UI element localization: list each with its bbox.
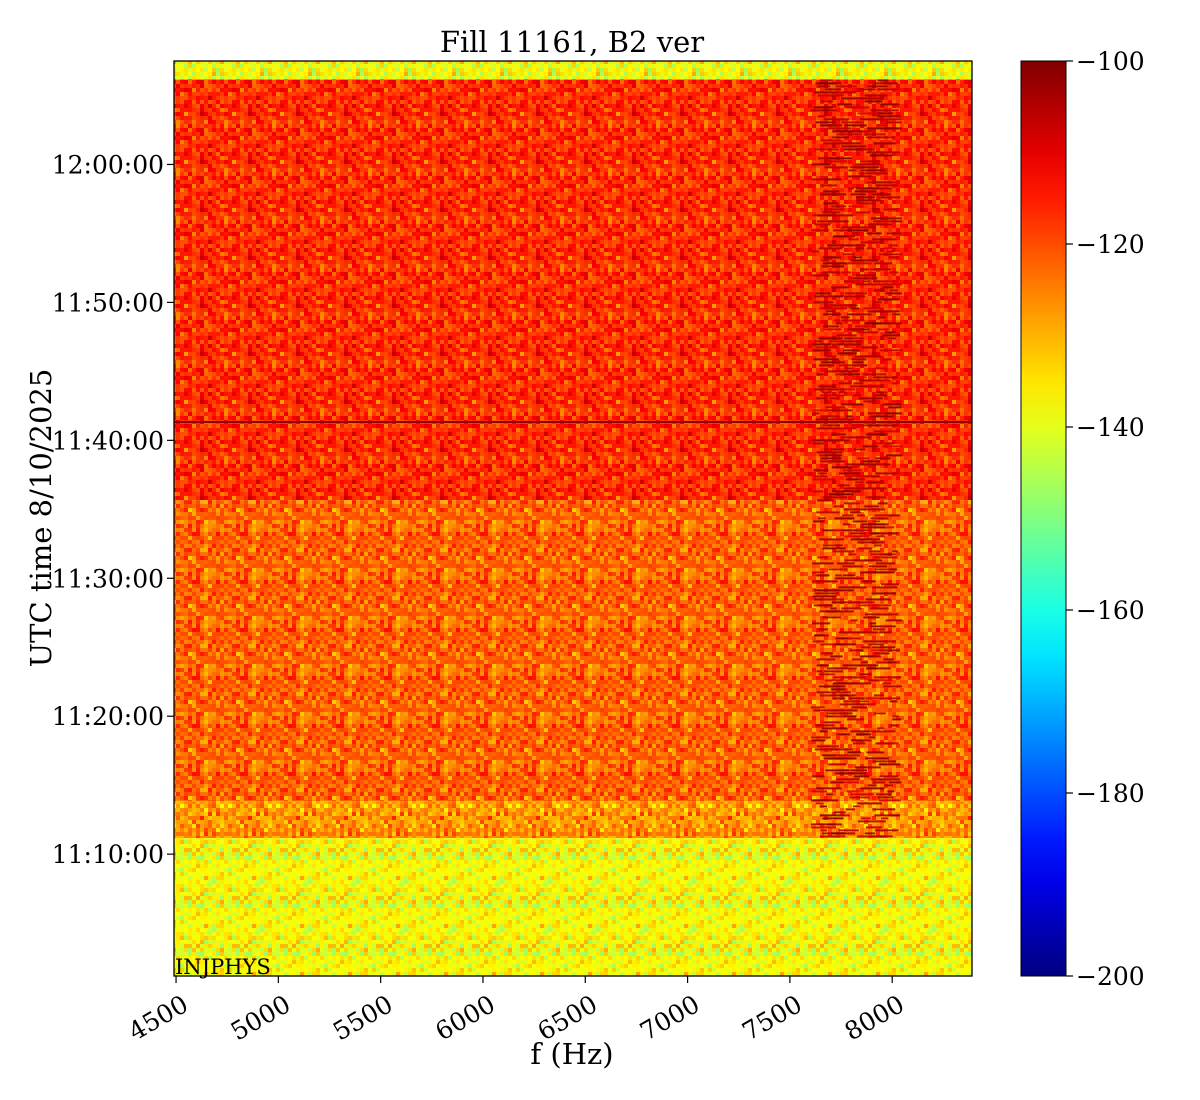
interference-band xyxy=(810,79,903,838)
colorbar-tick-label: −120 xyxy=(1076,230,1145,259)
colorbar-tick-label: −160 xyxy=(1076,596,1145,625)
colorbar-tick-label: −140 xyxy=(1076,413,1145,442)
colorbar-tick-label: −180 xyxy=(1076,779,1145,808)
x-tick-label: 8000 xyxy=(840,989,910,1046)
y-tick-label: 11:10:00 xyxy=(52,840,164,869)
heatmap-region xyxy=(174,838,972,976)
chart-title: Fill 11161, B2 ver xyxy=(440,25,704,59)
x-tick-label: 5000 xyxy=(226,989,296,1046)
x-tick-label: 7500 xyxy=(737,989,807,1046)
colorbar-tick-label: −100 xyxy=(1076,47,1145,76)
y-tick-label: 12:00:00 xyxy=(52,150,164,179)
x-axis: 4500 5000 5500 6000 6500 7000 7500 8000 xyxy=(123,976,909,1046)
x-tick-label: 5500 xyxy=(328,989,398,1046)
colorbar-tick-label: −200 xyxy=(1076,962,1145,991)
heatmap-region xyxy=(174,801,972,839)
x-axis-label: f (Hz) xyxy=(530,1037,613,1071)
x-tick-label: 6000 xyxy=(430,989,500,1046)
y-tick-label: 11:30:00 xyxy=(52,564,164,593)
y-tick-label: 11:50:00 xyxy=(52,288,164,317)
plot-frame xyxy=(173,60,973,977)
annotation-label: INJPHYS xyxy=(175,955,271,979)
heatmap-region xyxy=(174,61,972,80)
x-tick-label: 7000 xyxy=(635,989,705,1046)
heatmap-features xyxy=(174,79,972,838)
heatmap-region xyxy=(174,79,972,501)
y-tick-label: 11:40:00 xyxy=(52,426,164,455)
y-axis-label: UTC time 8/10/2025 xyxy=(24,369,58,668)
x-tick-label: 4500 xyxy=(123,989,193,1046)
y-tick-label: 11:20:00 xyxy=(52,702,164,731)
heatmap-region xyxy=(174,500,972,802)
y-axis: 11:10:00 11:20:00 11:30:00 11:40:00 11:50:00… xyxy=(52,150,174,869)
heatmap xyxy=(174,61,972,976)
colorbar-ticks: −100 −120 −140 −160 −180 −200 xyxy=(1066,47,1145,991)
colorbar xyxy=(1020,60,1067,977)
